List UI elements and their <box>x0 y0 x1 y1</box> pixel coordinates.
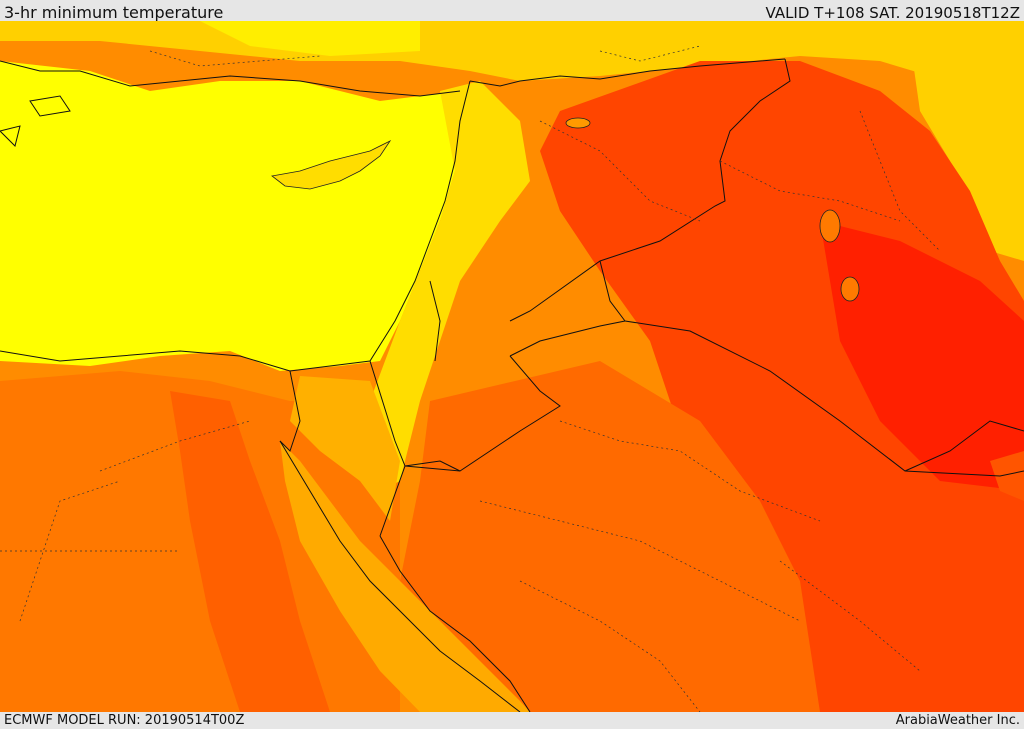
footer-bar: ECMWF MODEL RUN: 20190514T00Z ArabiaWeat… <box>0 712 1024 729</box>
credit: ArabiaWeather Inc. <box>895 713 1020 728</box>
red-sea <box>280 441 530 712</box>
coastlines <box>0 60 531 712</box>
arabia-dark-orange <box>400 361 820 712</box>
nile-darker <box>170 391 330 712</box>
mediterranean-sea <box>0 61 470 371</box>
header-bar: 3-hr minimum temperature VALID T+108 SAT… <box>0 0 1024 22</box>
temperature-map <box>0 21 1024 712</box>
red-core-iraq <box>540 61 1024 712</box>
lake-tharthar <box>819 209 841 243</box>
north-lightyellow-patch <box>200 21 420 56</box>
sinai-yellowish <box>290 376 400 521</box>
model-run: ECMWF MODEL RUN: 20190514T00Z <box>4 713 245 728</box>
red-deep-gulf <box>820 221 1024 491</box>
lake-assad <box>565 117 591 129</box>
province-lines <box>0 45 941 712</box>
persian-gulf <box>990 451 1024 501</box>
cyprus-island <box>271 139 392 190</box>
levant-coast-yellow <box>370 81 530 491</box>
country-borders <box>369 58 1024 537</box>
northeast-yellow-patch <box>910 41 1024 261</box>
lake-razazza <box>840 276 860 302</box>
map-title: 3-hr minimum temperature <box>4 3 224 22</box>
map-canvas <box>0 21 1024 712</box>
valid-time: VALID T+108 SAT. 20190518T12Z <box>765 4 1020 22</box>
